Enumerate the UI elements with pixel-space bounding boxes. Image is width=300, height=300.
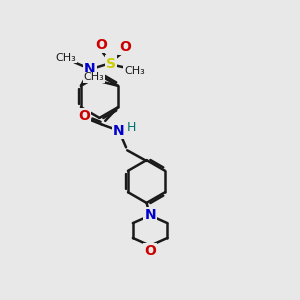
Text: N: N [84,62,96,76]
Text: O: O [95,38,107,52]
Text: CH₃: CH₃ [124,66,145,76]
Text: CH₃: CH₃ [56,52,76,63]
Text: N: N [144,208,156,222]
Text: O: O [144,244,156,258]
Text: CH₃: CH₃ [84,73,105,82]
Text: N: N [113,124,125,138]
Text: H: H [127,121,136,134]
Text: S: S [106,56,116,70]
Text: O: O [120,40,131,54]
Text: O: O [79,109,90,123]
